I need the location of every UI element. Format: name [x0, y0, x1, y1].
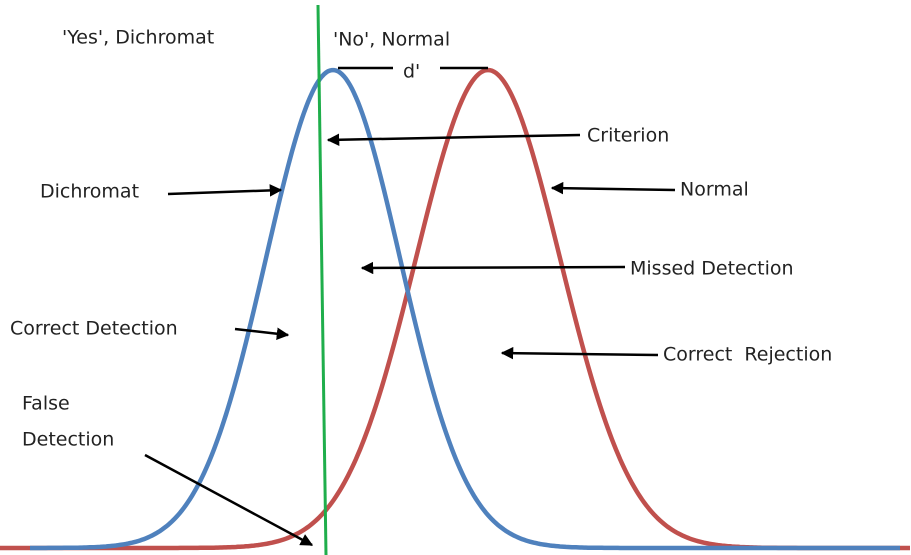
label: Criterion [587, 125, 669, 147]
label: Correct Rejection [663, 344, 832, 366]
arrow [234, 327, 290, 340]
normal-curve [0, 67, 910, 551]
label: 'No', Normal [333, 29, 450, 51]
arrow [167, 184, 283, 197]
label: Missed Detection [630, 258, 794, 280]
label: Dichromat [40, 181, 139, 203]
label: False [22, 393, 70, 415]
arrow [550, 181, 676, 195]
arrow [326, 133, 581, 147]
label: d' [403, 61, 420, 83]
label: 'Yes', Dichromat [62, 27, 214, 49]
arrow [360, 261, 626, 275]
criterion-line [316, 4, 328, 555]
arrow [500, 346, 659, 360]
label: Normal [680, 179, 749, 201]
arrow [144, 453, 314, 547]
dichromat-curve [30, 67, 900, 551]
label: Detection [22, 429, 114, 451]
label: Correct Detection [10, 318, 178, 340]
